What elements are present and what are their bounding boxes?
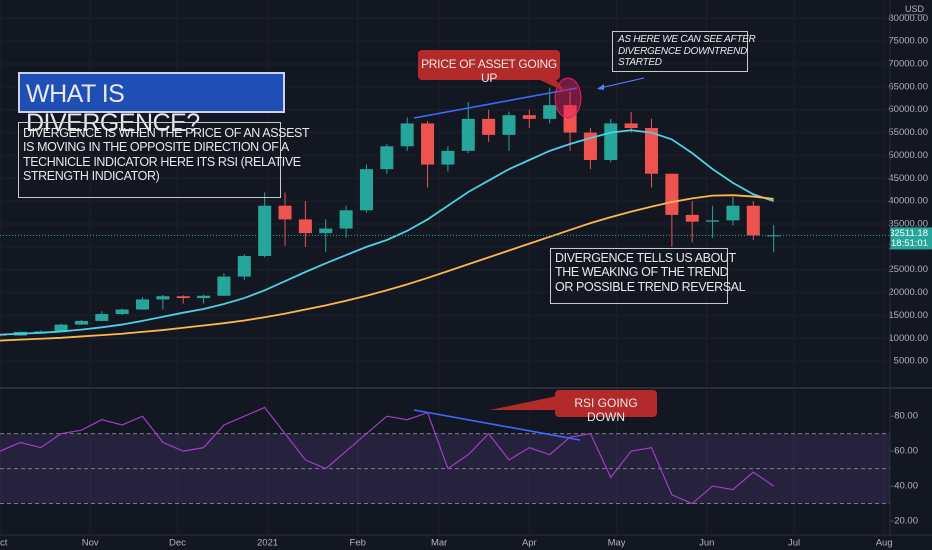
note-line: THE WEAKING OF THE TREND (555, 265, 729, 280)
y-tick-label: 5000.00 (894, 356, 928, 367)
candle-body (563, 105, 577, 133)
candle-body (482, 118, 496, 135)
note-line: STRENGTH INDICATOR) (23, 169, 160, 184)
last-price-box (890, 227, 932, 250)
candle-body (441, 150, 455, 165)
y-tick-label: 55000.00 (888, 127, 928, 138)
note-box: AS HERE WE CAN SEE AFTER DIVERGENCE DOWN… (612, 31, 756, 72)
callout-pointer (540, 80, 566, 92)
candle-body (156, 296, 170, 300)
y-tick-label: 15000.00 (888, 310, 928, 321)
candle-body (115, 309, 129, 315)
x-tick-label: Mar (431, 538, 447, 549)
candle-body (502, 115, 516, 135)
candle-body (278, 205, 292, 220)
candle-body (624, 123, 638, 128)
x-tick-label: Oct (0, 538, 8, 549)
candle-body (665, 173, 679, 215)
price-trend-line (413, 87, 578, 119)
candle-body (217, 276, 231, 296)
candle-body (746, 205, 760, 236)
y-tick-label: 40000.00 (888, 196, 928, 207)
x-tick-label: Feb (350, 538, 366, 549)
callout: RSI GOING DOWN (555, 390, 657, 424)
x-tick-label: Nov (82, 538, 99, 549)
last-price-label: 32511.18 (889, 228, 928, 239)
note-box: DIVERGENCE TELLS US ABOUT THE WEAKING OF… (550, 248, 746, 304)
candle-body (339, 210, 353, 229)
y-tick-label: 20.00 (894, 516, 918, 527)
note-line: IS MOVING IN THE OPPOSITE DIRECTION OF A (23, 140, 289, 155)
x-tick-label: 2021 (257, 538, 278, 549)
note-line: DIVERGENCE TELLS US ABOUT (555, 251, 736, 265)
x-tick-label: Jun (699, 538, 714, 549)
candle-body (380, 146, 394, 170)
y-tick-label: 50000.00 (888, 150, 928, 161)
arrow-head (597, 84, 604, 90)
note-line: TECHNICLE INDICATOR HERE ITS RSI (RELATI… (23, 154, 301, 169)
y-tick-label: 70000.00 (888, 59, 928, 70)
y-tick-label: 10000.00 (888, 333, 928, 344)
candle-body (176, 296, 190, 299)
y-tick-label: 45000.00 (888, 173, 928, 184)
y-tick-label: 40.00 (894, 481, 918, 492)
candle-body (522, 115, 536, 119)
note-line: AS HERE WE CAN SEE AFTER (618, 34, 756, 45)
y-tick-label: 60000.00 (888, 104, 928, 115)
candle-body (685, 214, 699, 222)
candle-body (54, 324, 68, 332)
candle-body (237, 256, 251, 277)
y-tick-label: 60.00 (894, 446, 918, 457)
candle-body (95, 314, 109, 321)
moving-average (0, 129, 774, 336)
candle-body (319, 228, 333, 234)
x-tick-label: May (608, 538, 626, 549)
candle-body (400, 123, 414, 147)
candle-body (644, 128, 659, 174)
x-tick-label: Aug (876, 538, 893, 549)
candle-body (461, 118, 475, 151)
rsi-line (0, 406, 774, 505)
note-line: STARTED (618, 57, 662, 68)
candle-body (706, 220, 720, 222)
x-tick-label: Apr (522, 538, 537, 549)
candle-body (421, 123, 435, 165)
note-line: DIVERGENCE DOWNTREND (618, 45, 748, 57)
headline: WHAT IS DIVERGENCE? (18, 72, 285, 137)
candle-body (74, 320, 88, 325)
y-tick-label: 35000.00 (888, 219, 928, 230)
x-tick-label: Dec (169, 538, 186, 549)
candle-body (726, 205, 740, 221)
arrow (599, 77, 645, 89)
callout: PRICE OF ASSET GOING UP (418, 50, 560, 85)
y-tick-label: 25000.00 (888, 264, 928, 275)
x-tick-label: Jul (788, 538, 800, 549)
callout-pointer (490, 396, 557, 410)
rsi-trend-line (413, 409, 581, 441)
candle-body (136, 299, 150, 310)
note-box: DIVERGENCE IS WHEN THE PRICE OF AN ASSES… (18, 122, 310, 198)
candle-body (197, 295, 211, 299)
y-tick-label: 80.00 (894, 411, 918, 422)
y-tick-label: 65000.00 (888, 81, 928, 92)
note-line: OR POSSIBLE TREND REVERSAL (555, 279, 746, 294)
candle-body (767, 235, 781, 237)
countdown: 18:51:01 (891, 238, 928, 249)
currency-label: USD (902, 4, 926, 15)
candle-body (258, 205, 272, 256)
candle-body (543, 105, 557, 119)
candle-body (298, 219, 312, 234)
y-tick-label: 20000.00 (888, 287, 928, 298)
note-line: DIVERGENCE IS WHEN THE PRICE OF AN ASSES… (23, 126, 310, 140)
y-tick-label: 75000.00 (888, 36, 928, 47)
moving-average (0, 194, 774, 342)
y-tick-label: 80000.00 (888, 13, 928, 24)
candle-body (359, 169, 373, 211)
candle-body (604, 123, 618, 160)
